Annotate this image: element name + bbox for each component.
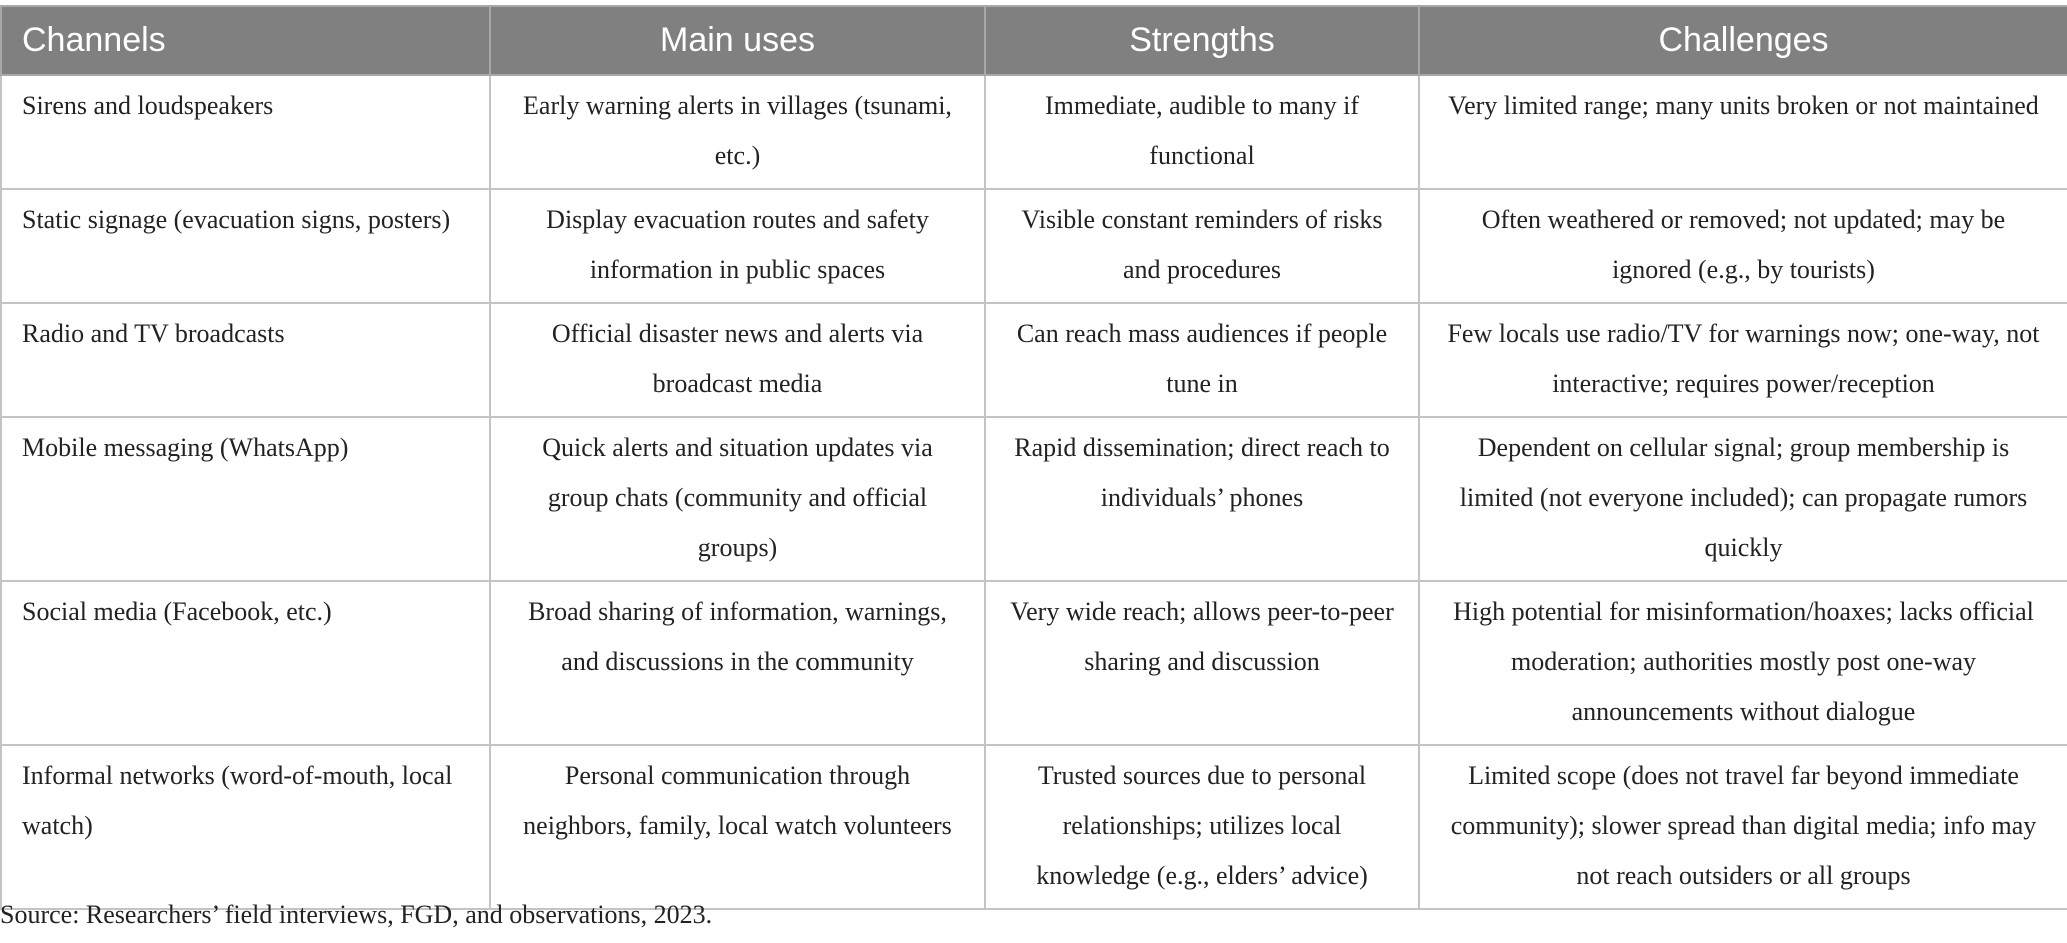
cell-challenges: Dependent on cellular signal; group memb… (1418, 416, 2067, 582)
cell-challenges: Often weathered or removed; not updated;… (1418, 188, 2067, 304)
cell-channel: Informal networks (word-of-mouth, local … (0, 744, 491, 910)
cell-channel: Social media (Facebook, etc.) (0, 580, 491, 746)
cell-main-uses: Personal communication through neighbors… (489, 744, 986, 910)
cell-main-uses: Broad sharing of information, warnings, … (489, 580, 986, 746)
cell-strengths: Trusted sources due to personal relation… (984, 744, 1420, 910)
table-row: Mobile messaging (WhatsApp) Quick alerts … (0, 416, 2067, 582)
cell-channel: Static signage (evacuation signs, poster… (0, 188, 491, 304)
cell-challenges: Few locals use radio/TV for warnings now… (1418, 302, 2067, 418)
header-channels: Channels (0, 5, 491, 76)
cell-challenges: Limited scope (does not travel far beyon… (1418, 744, 2067, 910)
cell-strengths: Visible constant reminders of risks and … (984, 188, 1420, 304)
table-row: Static signage (evacuation signs, poster… (0, 188, 2067, 304)
cell-challenges: Very limited range; many units broken or… (1418, 74, 2067, 190)
cell-channel: Radio and TV broadcasts (0, 302, 491, 418)
source-note: Source: Researchers’ field interviews, F… (0, 900, 713, 929)
header-row: Channels Main uses Strengths Challenges (0, 5, 2067, 76)
table-row: Sirens and loudspeakers Early warning ale… (0, 74, 2067, 190)
table-row: Informal networks (word-of-mouth, local … (0, 744, 2067, 910)
cell-strengths: Can reach mass audiences if people tune … (984, 302, 1420, 418)
channels-table: Channels Main uses Strengths Challenges … (0, 5, 2067, 910)
cell-strengths: Immediate, audible to many if functional (984, 74, 1420, 190)
cell-strengths: Rapid dissemination; direct reach to ind… (984, 416, 1420, 582)
cell-main-uses: Display evacuation routes and safety inf… (489, 188, 986, 304)
header-challenges: Challenges (1418, 5, 2067, 76)
cell-challenges: High potential for misinformation/hoaxes… (1418, 580, 2067, 746)
header-strengths: Strengths (984, 5, 1420, 76)
cell-main-uses: Official disaster news and alerts via br… (489, 302, 986, 418)
cell-main-uses: Early warning alerts in villages (tsunam… (489, 74, 986, 190)
header-main-uses: Main uses (489, 5, 986, 76)
table-row: Social media (Facebook, etc.) Broad shari… (0, 580, 2067, 746)
cell-main-uses: Quick alerts and situation updates via g… (489, 416, 986, 582)
cell-channel: Mobile messaging (WhatsApp) (0, 416, 491, 582)
cell-strengths: Very wide reach; allows peer-to-peer sha… (984, 580, 1420, 746)
cell-channel: Sirens and loudspeakers (0, 74, 491, 190)
table-row: Radio and TV broadcasts Official disaster… (0, 302, 2067, 418)
